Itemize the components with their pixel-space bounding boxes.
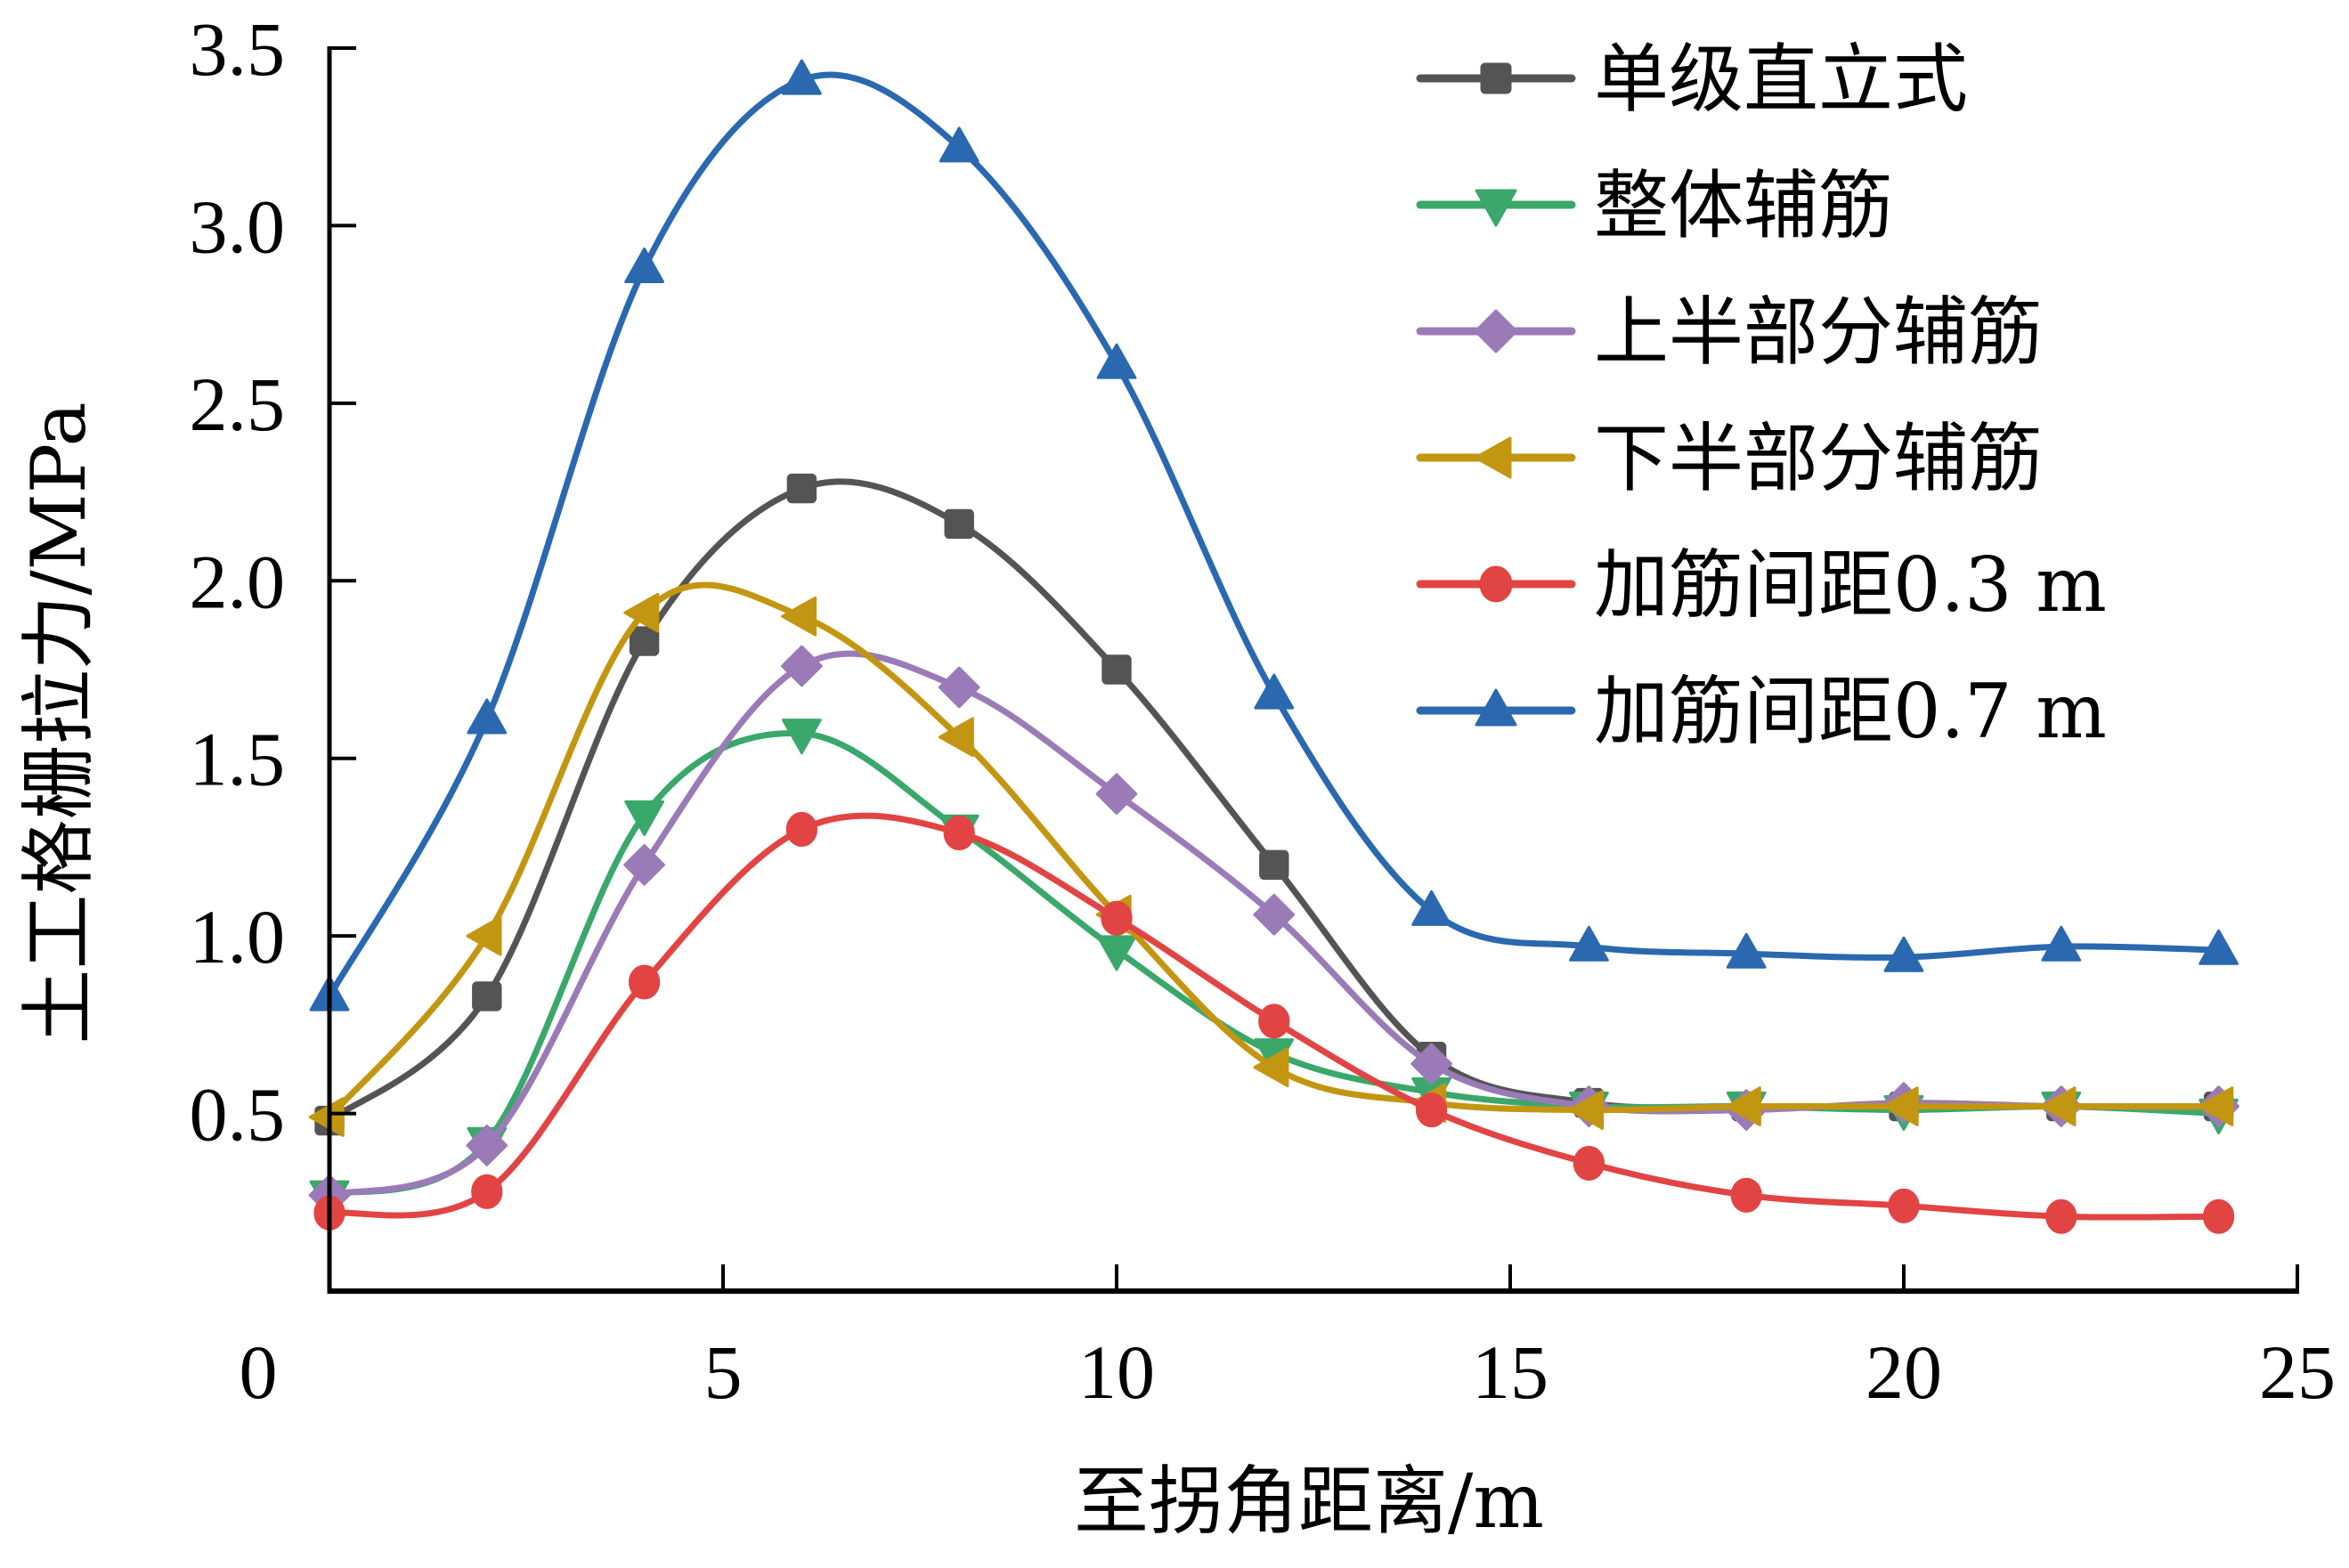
data-point <box>471 1174 503 1209</box>
data-point <box>1411 890 1451 926</box>
data-point <box>1568 1090 1605 1130</box>
y-tick-label: 1.5 <box>190 717 286 802</box>
data-point <box>782 59 822 95</box>
legend-marker <box>1480 62 1512 94</box>
data-point <box>1253 1047 1289 1088</box>
series-1 <box>309 719 2239 1216</box>
legend-marker <box>1474 309 1518 353</box>
data-point <box>2202 1198 2235 1234</box>
legend-label: 上半部分辅筋 <box>1594 288 2043 376</box>
data-point <box>466 1125 508 1166</box>
data-point <box>2041 925 2082 962</box>
legend-marker <box>1474 436 1512 479</box>
y-axis-title: 土工格栅拉力/MPa <box>15 402 102 1044</box>
y-tick-label: 3.0 <box>190 183 286 269</box>
x-tick-label: 20 <box>1865 1329 1942 1415</box>
x-tick-label: 15 <box>1472 1329 1548 1415</box>
data-point <box>1101 654 1132 685</box>
data-point <box>623 844 665 886</box>
legend-item: 单级直立式 <box>1416 36 1968 123</box>
y-tick-label: 3.5 <box>190 6 286 92</box>
legend-label: 加筋间距0.3 m <box>1594 541 2107 629</box>
data-point <box>466 915 502 956</box>
x-tick-label: 25 <box>2259 1329 2336 1415</box>
data-point <box>781 596 817 637</box>
y-ticks: 0.5 1.0 1.5 2.0 2.5 3.0 3.5 <box>190 6 356 1158</box>
legend-label: 加筋间距0.7 m <box>1594 668 2107 755</box>
data-point <box>1259 849 1289 881</box>
legend-label: 单级直立式 <box>1594 36 1968 123</box>
data-point <box>308 1097 345 1137</box>
data-point <box>1096 343 1137 379</box>
data-point <box>1725 1086 1761 1126</box>
data-point <box>1415 1093 1448 1128</box>
y-tick-label: 1.0 <box>190 894 286 979</box>
data-point <box>2045 1198 2077 1234</box>
axes: 0.5 1.0 1.5 2.0 2.5 3.0 3.5 0 5 10 15 20 25 <box>190 6 2337 1415</box>
data-point <box>2040 1086 2077 1126</box>
data-point <box>1726 932 1767 969</box>
data-point <box>1254 673 1295 710</box>
data-point <box>1573 1145 1605 1181</box>
data-point <box>2199 929 2239 965</box>
data-point <box>939 126 979 163</box>
legend-marker <box>1475 688 1517 727</box>
data-point <box>1888 1188 1920 1223</box>
data-point <box>628 964 661 1000</box>
data-point <box>624 800 664 836</box>
legend-item: 上半部分辅筋 <box>1416 288 2043 376</box>
data-point <box>624 247 664 283</box>
x-axis-title: 至拐角距离/m <box>1074 1458 1544 1545</box>
series-line <box>326 71 2219 998</box>
series-layer <box>308 59 2239 1234</box>
data-point <box>623 592 660 633</box>
data-point <box>1095 773 1138 815</box>
data-point <box>781 645 823 687</box>
series-5 <box>309 59 2239 1011</box>
data-point <box>944 508 974 540</box>
legend-label: 整体辅筋 <box>1594 162 1893 249</box>
data-point <box>782 719 822 755</box>
x-tick-label: 5 <box>704 1329 743 1415</box>
data-point <box>472 981 502 1011</box>
x-tick-label: 0 <box>240 1329 278 1415</box>
legend-item: 加筋间距0.7 m <box>1416 668 2107 755</box>
data-point <box>786 473 817 504</box>
y-tick-label: 2.0 <box>190 539 286 624</box>
data-point <box>1569 925 1609 962</box>
data-point <box>467 698 508 735</box>
y-tick-label: 2.5 <box>190 362 286 447</box>
data-point <box>1258 1003 1290 1039</box>
y-tick-label: 0.5 <box>190 1072 286 1158</box>
data-point <box>1101 900 1133 936</box>
legend-item: 下半部分辅筋 <box>1416 415 2043 502</box>
data-point <box>1883 936 1924 972</box>
legend-item: 加筋间距0.3 m <box>1416 541 2107 629</box>
data-point <box>785 811 818 848</box>
data-point <box>629 626 660 656</box>
data-point <box>1882 1086 1919 1126</box>
x-ticks: 0 5 10 15 20 25 <box>240 1264 2336 1415</box>
x-tick-label: 10 <box>1078 1329 1155 1415</box>
data-point <box>2198 1086 2234 1126</box>
data-point <box>1253 893 1296 936</box>
data-point <box>1096 935 1137 971</box>
series-line <box>327 581 2219 1119</box>
series-line <box>328 730 2219 1198</box>
legend-marker <box>1479 565 1513 603</box>
data-point <box>943 815 975 851</box>
data-point <box>1410 1043 1452 1085</box>
data-point <box>1730 1177 1762 1213</box>
legend-marker <box>1475 189 1517 227</box>
legend-label: 下半部分辅筋 <box>1594 415 2043 502</box>
data-point <box>938 666 980 709</box>
legend-item: 整体辅筋 <box>1416 162 1893 249</box>
data-point <box>938 717 974 758</box>
